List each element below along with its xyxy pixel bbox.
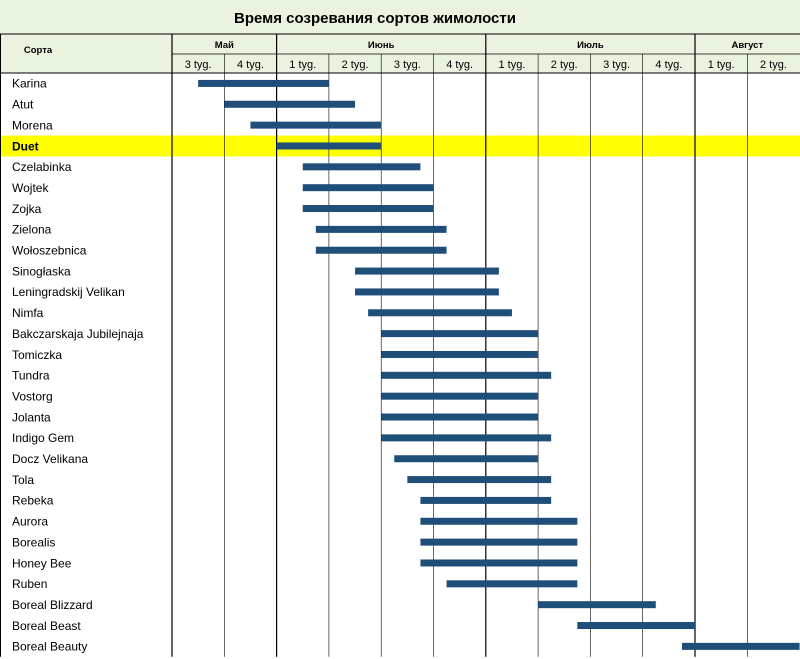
variety-label: Aurora [12, 515, 48, 529]
month-label: Август [731, 40, 763, 51]
week-label: 2 tyg. [342, 59, 369, 71]
ripening-bar [224, 100, 356, 108]
variety-label: Bakczarskaja Jubilejnaja [12, 327, 144, 341]
ripening-bar [681, 642, 800, 650]
month-label: Май [215, 40, 234, 51]
ripening-bar [368, 309, 512, 317]
variety-label: Honey Bee [12, 556, 72, 570]
ripening-bar [420, 496, 552, 504]
week-label: 1 tyg. [289, 59, 316, 71]
week-label: 2 tyg. [760, 59, 787, 71]
variety-label: Nimfa [12, 306, 44, 320]
ripening-bar [420, 538, 578, 546]
variety-label: Borealis [12, 535, 55, 549]
ripening-bar [538, 601, 656, 609]
variety-label: Boreal Beauty [12, 640, 87, 654]
variety-label: Rebeka [12, 494, 54, 508]
header-row-background [0, 34, 800, 73]
week-label: 4 tyg. [446, 59, 473, 71]
variety-label: Morena [12, 118, 53, 132]
ripening-bar [446, 580, 578, 588]
variety-label: Zojka [12, 202, 42, 216]
ripening-bar [355, 267, 499, 275]
week-label: 2 tyg. [551, 59, 578, 71]
variety-label: Tomiczka [12, 348, 62, 362]
grid-lines [0, 33, 800, 657]
row-header: Сорта [24, 45, 53, 56]
ripening-bar [420, 559, 578, 567]
ripening-bar [381, 371, 552, 379]
month-label: Июль [577, 40, 604, 51]
chart-title: Время созревания сортов жимолости [234, 10, 516, 27]
highlight-layer [0, 135, 800, 157]
variety-label: Czelabinka [12, 160, 72, 174]
week-label: 1 tyg. [498, 59, 525, 71]
ripening-bar [577, 622, 695, 630]
variety-label: Zielona [12, 223, 52, 237]
ripening-bar [315, 246, 447, 254]
ripening-bar [381, 350, 539, 358]
variety-label: Vostorg [12, 389, 53, 403]
week-label: 4 tyg. [655, 59, 682, 71]
ripening-bar [276, 142, 382, 150]
bars [198, 79, 800, 650]
ripening-bar [381, 434, 552, 442]
variety-label: Indigo Gem [12, 431, 74, 445]
ripening-bar [250, 121, 382, 129]
variety-label: Boreal Blizzard [12, 598, 93, 612]
ripening-bar [302, 184, 434, 192]
variety-label: Atut [12, 98, 34, 112]
ripening-bar [355, 288, 499, 296]
variety-label: Tola [12, 473, 34, 487]
variety-label: Jolanta [12, 410, 51, 424]
week-label: 1 tyg. [708, 59, 735, 71]
highlight-row [0, 135, 800, 157]
month-label: Июнь [368, 40, 395, 51]
variety-label: Wojtek [12, 181, 49, 195]
ripening-bar [381, 392, 539, 400]
variety-label: Tundra [12, 369, 50, 383]
ripening-bar [381, 413, 539, 421]
title-background [0, 0, 800, 34]
week-label: 3 tyg. [394, 59, 421, 71]
week-label: 4 tyg. [237, 59, 264, 71]
variety-label: Wołoszebnica [12, 244, 87, 258]
ripening-bar [302, 205, 434, 213]
variety-label: Duet [12, 139, 39, 153]
header-background [0, 0, 800, 73]
ripening-bar [394, 455, 539, 463]
ripening-bar [198, 79, 329, 87]
ripening-bar [302, 163, 421, 171]
week-label: 3 tyg. [185, 59, 212, 71]
ripening-bar [315, 225, 447, 233]
variety-label: Ruben [12, 577, 47, 591]
ripening-bar [381, 330, 539, 338]
variety-label: Boreal Beast [12, 619, 81, 633]
variety-label: Leningradskij Velikan [12, 285, 125, 299]
labels: Время созревания сортов жимолости Сорта … [12, 10, 787, 654]
ripening-bar [420, 517, 578, 525]
ripening-bar [407, 476, 552, 484]
variety-label: Docz Velikana [12, 452, 88, 466]
variety-label: Sinogłaska [12, 264, 71, 278]
variety-label: Karina [12, 77, 47, 91]
week-label: 3 tyg. [603, 59, 630, 71]
